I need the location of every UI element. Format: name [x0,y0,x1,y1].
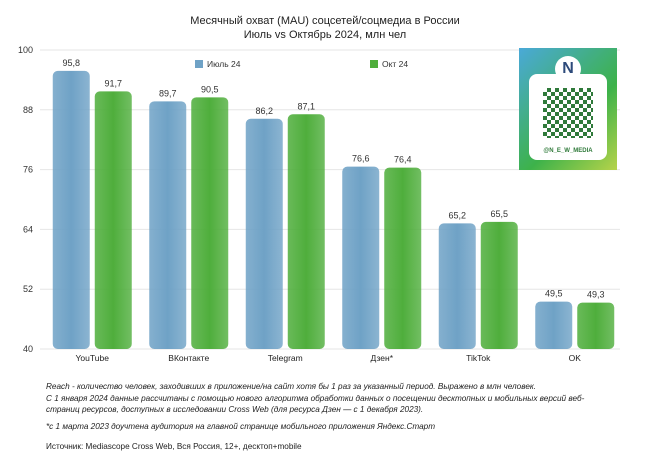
legend-swatch [195,60,203,68]
y-tick-label: 100 [18,45,33,55]
data-label: 65,2 [448,210,466,220]
y-tick-label: 76 [23,165,33,175]
data-label: 95,8 [62,58,80,68]
bar-october [480,221,518,349]
y-tick-label: 52 [23,284,33,294]
bar-chart: 40 52 64 76 88 100 YouTube 95,8 91,7 ВКонтакте 89,… [18,45,620,363]
x-tick-label: ВКонтакте [168,353,209,363]
logo-icon: N [555,56,581,82]
note-footnote: *с 1 марта 2023 доучтена аудитория на гл… [46,422,436,431]
bar-october [577,302,615,349]
note-method: С 1 января 2024 данные рассчитаны с помо… [46,394,585,414]
data-label: 49,3 [587,290,605,300]
source-note: Источник: Mediascope Cross Web, Вся Росс… [46,442,302,451]
chart-subtitle: Июль vs Октябрь 2024, млн чел [243,29,407,41]
bar-october [287,114,325,349]
x-tick-label: Дзен* [370,353,393,363]
data-label: 91,7 [104,78,122,88]
y-tick-label: 88 [23,105,33,115]
y-tick-label: 40 [23,344,33,354]
bar-july [52,70,90,350]
bar-july [342,166,380,349]
bar-july [245,118,283,350]
data-label: 90,5 [201,84,219,94]
data-label: 76,6 [352,154,370,164]
bar-october [94,91,132,349]
x-tick-label: YouTube [76,353,110,363]
x-tick-label: TikTok [466,353,491,363]
data-label: 49,5 [545,289,563,299]
x-tick-label: Telegram [268,353,303,363]
data-label: 89,7 [159,88,177,98]
legend-swatch [370,60,378,68]
x-tick-label: OK [569,353,582,363]
bar-july [535,301,573,349]
qr-handle: @N_E_W_MEDIA [543,148,593,154]
bar-july [149,101,187,349]
bar-october [384,167,422,349]
bar-july [438,223,476,349]
data-label: 76,4 [394,155,412,165]
note-reach: Reach - количество человек, заходивших в… [46,382,537,391]
qr-banner[interactable]: @N_E_W_MEDIA N [519,48,617,170]
chart-title: Месячный охват (MAU) соцсетей/соцмедиа в… [190,15,460,27]
y-tick-label: 64 [23,224,33,234]
data-label: 87,1 [297,101,315,111]
legend-label: Окт 24 [382,59,408,69]
qr-card: @N_E_W_MEDIA [529,74,607,160]
qr-code-icon [543,88,593,138]
bar-october [191,97,229,349]
data-label: 86,2 [255,106,273,116]
legend-label: Июль 24 [207,59,241,69]
data-label: 65,5 [490,209,508,219]
